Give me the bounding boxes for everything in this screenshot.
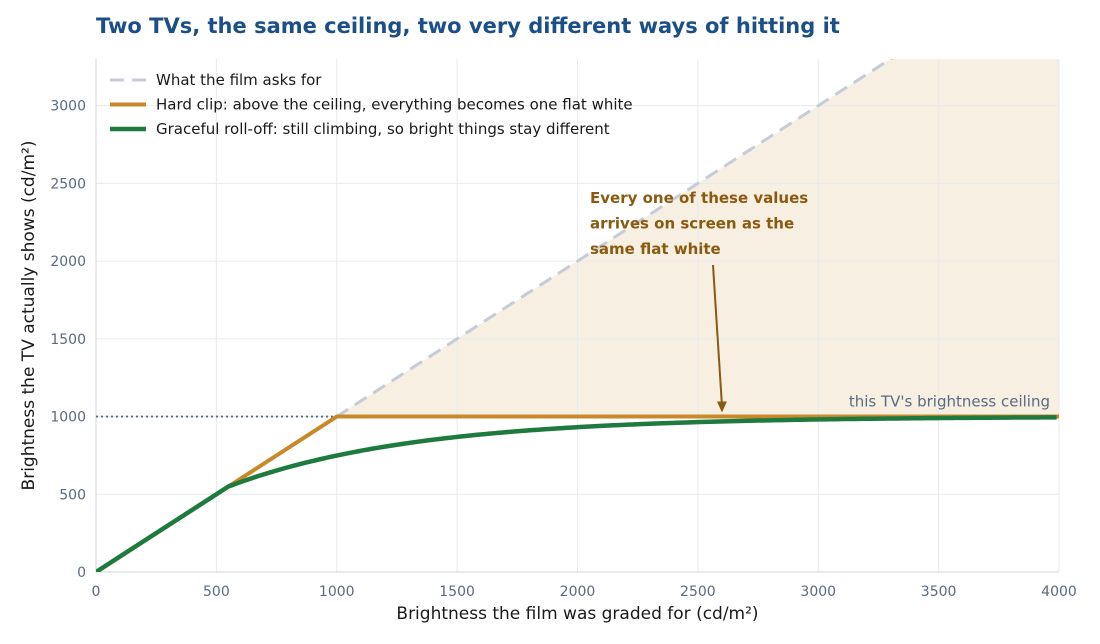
x-axis-label: Brightness the film was graded for (cd/m…: [396, 604, 758, 624]
y-axis-label: Brightness the TV actually shows (cd/m²): [19, 141, 39, 491]
annotation-arrowhead: [716, 401, 727, 413]
annotation-text-line: Every one of these values: [590, 189, 808, 207]
ceiling-label: this TV's brightness ceiling: [849, 393, 1050, 411]
series-roll-off-line: [96, 415, 1057, 572]
annotation-arrow: [712, 264, 723, 406]
legend-label: What the film asks for: [156, 71, 322, 89]
y-tick-label: 2500: [50, 176, 86, 192]
annotation-text-line: same flat white: [590, 240, 721, 258]
y-tick-label: 3000: [50, 99, 86, 115]
x-tick-label: 0: [92, 584, 101, 600]
annotation-text-line: arrives on screen as the: [590, 215, 794, 233]
legend-label: Hard clip: above the ceiling, everything…: [156, 96, 633, 114]
x-tick-label: 2500: [680, 584, 716, 600]
x-tick-label: 4000: [1041, 584, 1077, 600]
x-tick-label: 2000: [560, 584, 596, 600]
x-tick-label: 1000: [319, 584, 355, 600]
y-tick-label: 2000: [50, 254, 86, 270]
series-requested-line: [96, 59, 894, 572]
y-tick-label: 500: [59, 487, 86, 503]
x-tick-label: 500: [203, 584, 230, 600]
x-tick-label: 1500: [439, 584, 475, 600]
y-tick-label: 0: [77, 565, 86, 581]
x-tick-label: 3000: [800, 584, 836, 600]
legend-label: Graceful roll-off: still climbing, so br…: [156, 120, 610, 138]
chart-title: Two TVs, the same ceiling, two very diff…: [96, 14, 840, 38]
y-tick-label: 1500: [50, 332, 86, 348]
x-tick-label: 3500: [921, 584, 957, 600]
y-tick-label: 1000: [50, 410, 86, 426]
